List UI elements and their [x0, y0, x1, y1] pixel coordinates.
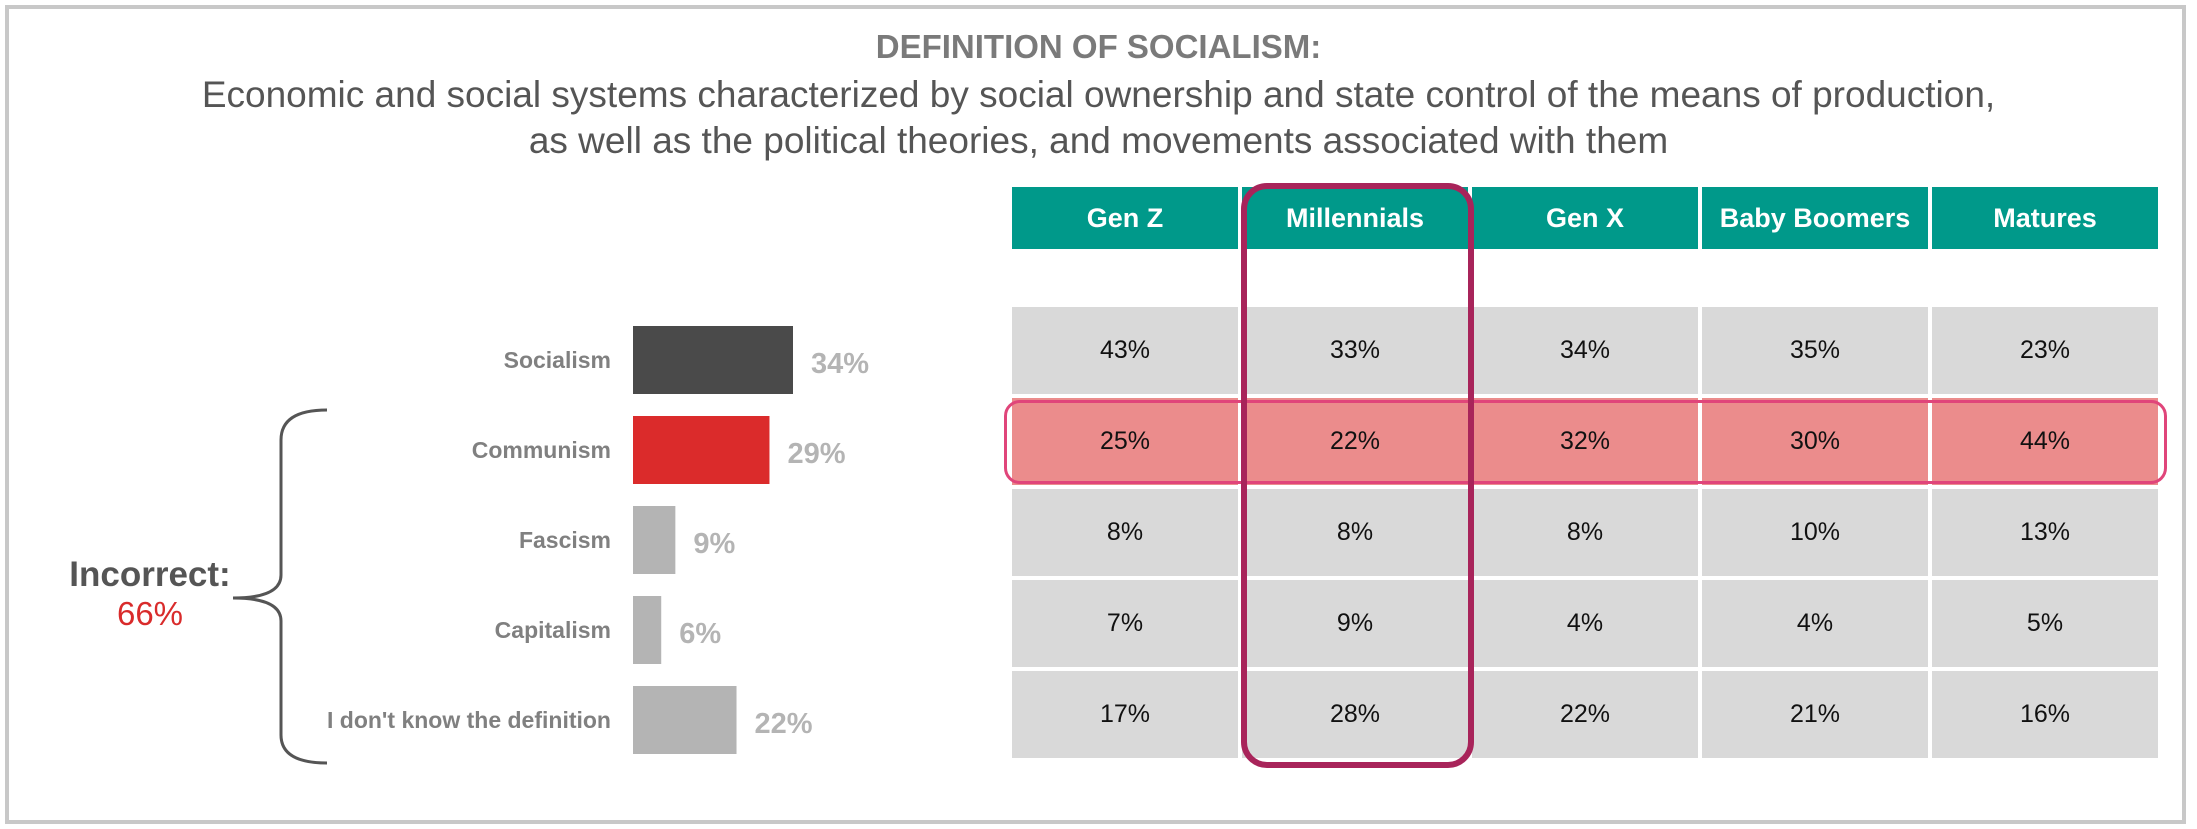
column-header: Matures — [1932, 187, 2158, 249]
table-cell: 28% — [1242, 671, 1468, 758]
table-cell: 17% — [1012, 671, 1238, 758]
definition-text: Economic and social systems characterize… — [201, 74, 1996, 161]
incorrect-bracket — [232, 408, 328, 765]
bar-capitalism — [633, 596, 662, 664]
table-row: 25% 22% 32% 30% 44% — [1012, 398, 2158, 485]
table-cell: 4% — [1472, 580, 1698, 667]
value-label: 29% — [787, 438, 845, 470]
table-row: 8% 8% 8% 10% 13% — [1012, 489, 2158, 576]
category-label: Fascism — [519, 527, 611, 553]
table-cell: 7% — [1012, 580, 1238, 667]
table-cell: 32% — [1472, 398, 1698, 485]
table-cell: 10% — [1702, 489, 1928, 576]
column-header: Gen Z — [1012, 187, 1238, 249]
table-spacer — [1012, 253, 2158, 303]
table-cell: 8% — [1012, 489, 1238, 576]
category-label: Communism — [472, 437, 611, 463]
table-body: 43% 33% 34% 35% 23% 25% 22% 32% 30% 44% 8% 8% 8% 10% 1… — [1012, 253, 2158, 758]
table-cell: 23% — [1932, 307, 2158, 394]
table-cell: 8% — [1472, 489, 1698, 576]
table-cell: 5% — [1932, 580, 2158, 667]
table-cell: 43% — [1012, 307, 1238, 394]
table-cell: 8% — [1242, 489, 1468, 576]
table-cell: 35% — [1702, 307, 1928, 394]
table-spacer-row — [1012, 253, 2158, 303]
table-cell: 33% — [1242, 307, 1468, 394]
value-label: 9% — [693, 528, 735, 560]
table-cell: 30% — [1702, 398, 1928, 485]
column-header: Gen X — [1472, 187, 1698, 249]
value-label: 6% — [679, 618, 721, 650]
table-cell: 16% — [1932, 671, 2158, 758]
table-row: 43% 33% 34% 35% 23% — [1012, 307, 2158, 394]
table-header-row: Gen Z Millennials Gen X Baby Boomers Matures — [1012, 187, 2158, 249]
slide-frame — [5, 5, 2186, 824]
table-row: 7% 9% 4% 4% 5% — [1012, 580, 2158, 667]
table-cell: 4% — [1702, 580, 1928, 667]
table-cell: 22% — [1472, 671, 1698, 758]
category-label: I don't know the definition — [327, 707, 611, 733]
table-row: 17% 28% 22% 21% 16% — [1012, 671, 2158, 758]
incorrect-label: Incorrect: — [69, 555, 231, 594]
value-label: 22% — [755, 708, 813, 740]
column-header: Baby Boomers — [1702, 187, 1928, 249]
bar-chart-marks: Socialism 34% Communism 29% Fascism 9% Capital… — [327, 326, 869, 754]
category-label: Capitalism — [495, 617, 611, 643]
value-label: 34% — [811, 348, 869, 380]
bar-socialism — [633, 326, 793, 394]
table-cell: 13% — [1932, 489, 2158, 576]
communism-row-highlight — [1004, 400, 2167, 484]
category-label: Socialism — [504, 347, 611, 373]
table-cell: 21% — [1702, 671, 1928, 758]
bar-fascism — [633, 506, 676, 574]
generation-table: Gen Z Millennials Gen X Baby Boomers Matures… — [1008, 183, 2162, 762]
bar-communism — [633, 416, 770, 484]
column-header: Millennials — [1242, 187, 1468, 249]
table-cell: 25% — [1012, 398, 1238, 485]
bar-i-don-t-know-the-definition — [633, 686, 737, 754]
table-cell: 22% — [1242, 398, 1468, 485]
incorrect-value: 66% — [116, 595, 184, 632]
table-cell: 34% — [1472, 307, 1698, 394]
millennials-column-highlight — [1241, 183, 1474, 768]
incorrect-callout: Incorrect: 66% — [55, 555, 245, 633]
slide-title: DEFINITION OF SOCIALISM: — [875, 28, 1322, 65]
table-cell: 44% — [1932, 398, 2158, 485]
table-cell: 9% — [1242, 580, 1468, 667]
